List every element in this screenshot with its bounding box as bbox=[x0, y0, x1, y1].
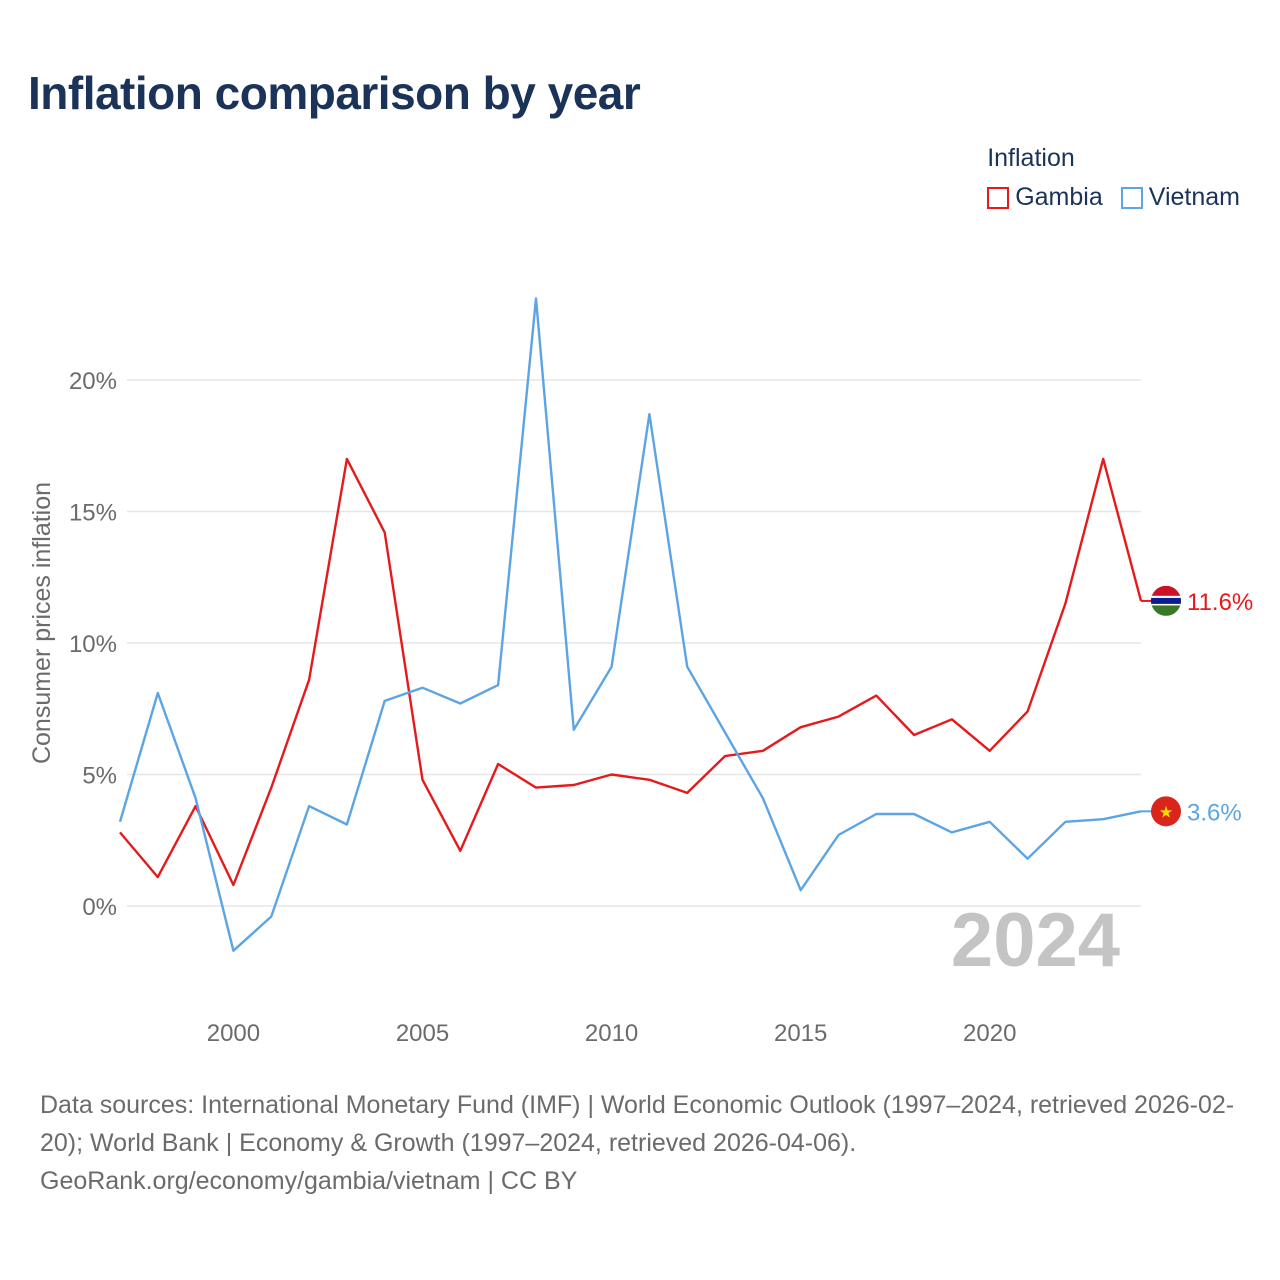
legend-swatch-gambia bbox=[987, 186, 1010, 209]
end-value-label-gambia: 11.6% bbox=[1187, 589, 1253, 616]
source-line: Data sources: International Monetary Fun… bbox=[40, 1091, 1235, 1157]
chart-title: Inflation comparison by year bbox=[28, 67, 641, 119]
y-tick-label: 15% bbox=[69, 500, 117, 527]
source-link[interactable]: GeoRank.org/economy/gambia/vietnam | CC … bbox=[40, 1167, 578, 1195]
legend-label-vietnam: Vietnam bbox=[1148, 183, 1240, 211]
svg-text:★: ★ bbox=[1159, 802, 1173, 821]
y-tick-label: 10% bbox=[69, 631, 117, 658]
legend: Inflation Gambia Vietnam bbox=[987, 144, 1240, 212]
legend-label-gambia: Gambia bbox=[1015, 183, 1103, 211]
end-markers: 11.6% ★ 3.6% bbox=[1141, 585, 1253, 827]
legend-item-vietnam[interactable]: Vietnam bbox=[1120, 183, 1240, 212]
legend-swatch-vietnam bbox=[1120, 186, 1143, 209]
x-tick-label: 2010 bbox=[585, 1020, 638, 1047]
legend-title: Inflation bbox=[987, 144, 1075, 172]
x-tick-label: 2015 bbox=[774, 1020, 827, 1047]
y-tick-label: 5% bbox=[82, 763, 117, 790]
y-axis-label: Consumer prices inflation bbox=[28, 482, 56, 764]
year-watermark: 2024 bbox=[951, 898, 1120, 983]
end-value-label-vietnam: 3.6% bbox=[1187, 799, 1242, 826]
series-lines bbox=[118, 297, 1143, 952]
legend-item-gambia[interactable]: Gambia bbox=[987, 183, 1103, 212]
gambia-flag-icon bbox=[1151, 585, 1181, 616]
y-tick-label: 0% bbox=[82, 894, 117, 921]
y-tick-label: 20% bbox=[69, 368, 117, 395]
series-line-vietnam[interactable] bbox=[118, 297, 1142, 952]
x-tick-label: 2020 bbox=[963, 1020, 1016, 1047]
y-tick-labels: 0% 5% 10% 15% 20% bbox=[69, 368, 117, 921]
vietnam-flag-icon: ★ bbox=[1151, 796, 1181, 827]
source-note: Data sources: International Monetary Fun… bbox=[40, 1086, 1250, 1200]
x-tick-label: 2005 bbox=[396, 1020, 449, 1047]
x-tick-label: 2000 bbox=[207, 1020, 260, 1047]
series-line-gambia[interactable] bbox=[119, 457, 1143, 887]
x-tick-labels: 2000 2005 2010 2015 2020 bbox=[207, 1020, 1017, 1047]
grid-lines bbox=[127, 379, 1141, 907]
